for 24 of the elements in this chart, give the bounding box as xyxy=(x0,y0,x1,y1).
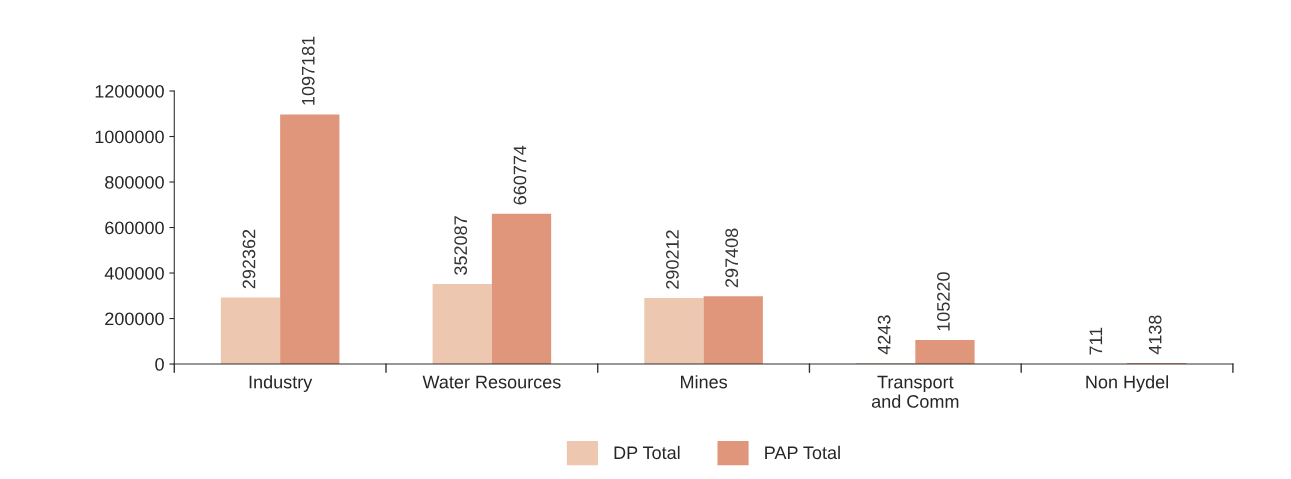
data-label: 292362 xyxy=(242,229,256,289)
legend-label: PAP Total xyxy=(765,445,840,460)
y-tick-label: 800000 xyxy=(105,175,164,189)
data-label: 4243 xyxy=(877,315,891,355)
y-tick-label: 1000000 xyxy=(95,130,164,144)
x-tick-label: Water Resources xyxy=(422,375,561,389)
y-tick-label: 400000 xyxy=(104,266,164,280)
legend-label: DP Total xyxy=(614,445,680,460)
data-label: 297408 xyxy=(725,228,739,288)
data-label: 105220 xyxy=(937,272,950,331)
data-label: 711 xyxy=(1089,327,1103,355)
data-label: 4138 xyxy=(1148,315,1162,355)
y-tick-label: 1200000 xyxy=(95,84,164,98)
data-label: 1097181 xyxy=(301,36,315,105)
data-label: 660774 xyxy=(513,145,527,205)
y-tick-label: 200000 xyxy=(105,312,164,326)
x-tick-label: Industry xyxy=(249,375,313,392)
y-tick-label: 600000 xyxy=(105,221,164,235)
data-label: 290212 xyxy=(666,230,679,289)
x-tick-label: Non Hydel xyxy=(1086,375,1168,392)
data-label: 352087 xyxy=(454,216,468,275)
x-tick-label: Transport and Comm xyxy=(871,375,959,408)
y-tick-label: 0 xyxy=(155,357,164,371)
x-tick-label: Mines xyxy=(681,375,728,389)
